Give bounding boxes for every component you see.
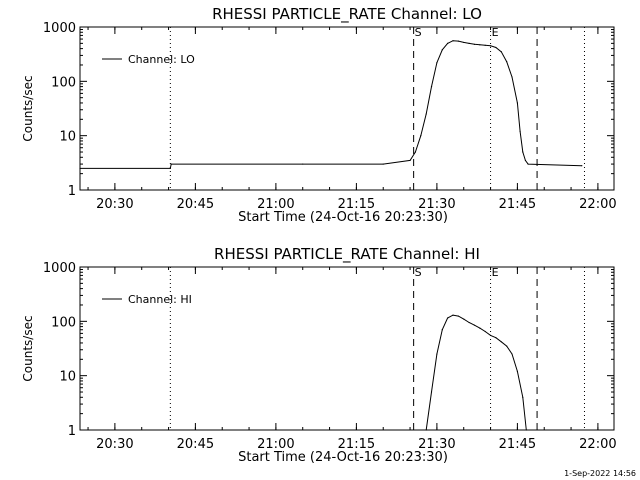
data-point [479, 44, 481, 46]
data-point [447, 42, 449, 44]
y-tick-label: 100 [51, 75, 76, 90]
data-point [484, 44, 486, 46]
data-point [500, 51, 502, 53]
chart-title: RHESSI PARTICLE_RATE Channel: LO [212, 5, 482, 24]
data-point [420, 135, 422, 137]
data-point [463, 318, 465, 320]
data-point [516, 370, 518, 372]
data-point [527, 163, 529, 165]
data-point [436, 353, 438, 355]
data-point [516, 102, 518, 104]
data-point [524, 159, 527, 162]
event-marker-label-e: E [492, 266, 499, 279]
y-tick-label: 1000 [43, 261, 76, 276]
x-axis-label: Start Time (24-Oct-16 20:23:30) [238, 450, 448, 465]
data-point [495, 337, 497, 339]
y-tick-label: 1 [68, 184, 76, 199]
chart-panel-lo: RHESSI PARTICLE_RATE Channel: LO 1 10 100 10… [21, 5, 617, 225]
data-point [522, 396, 524, 398]
data-point [484, 330, 486, 333]
x-tick-label: 21:00 [257, 437, 294, 452]
data-point [79, 167, 81, 169]
x-tick-label: 20:30 [96, 437, 133, 452]
chart-panel-hi: RHESSI PARTICLE_RATE Channel: HI 1 10 100 10… [21, 245, 617, 465]
data-point [468, 42, 470, 44]
data-point [457, 315, 459, 317]
data-point [457, 40, 459, 42]
data-point [468, 321, 470, 324]
data-point [169, 167, 171, 169]
y-tick-label: 1000 [43, 21, 76, 36]
y-tick-label: 10 [59, 370, 76, 385]
event-marker-label-s: S [415, 266, 422, 279]
x-tick-label: 21:15 [338, 197, 375, 212]
data-point [489, 334, 492, 337]
data-point [170, 163, 172, 165]
data-point [452, 314, 454, 316]
data-point [441, 49, 443, 51]
legend-label: Channel: LO [128, 53, 195, 66]
chart-title: RHESSI PARTICLE_RATE Channel: HI [214, 245, 480, 264]
data-point [511, 76, 513, 78]
data-point [522, 151, 524, 153]
data-point [489, 45, 492, 47]
x-tick-label: 22:00 [579, 197, 616, 212]
y-axis-label: Counts/sec [21, 75, 35, 141]
event-marker-label-s: S [415, 26, 422, 39]
data-point [436, 62, 438, 64]
data-point [495, 46, 497, 49]
data-point [425, 113, 427, 115]
x-tick-label: 20:45 [177, 437, 214, 452]
plot-frame [79, 266, 615, 431]
data-point [430, 391, 433, 393]
x-tick-label: 21:00 [257, 197, 294, 212]
data-point [409, 159, 411, 162]
data-point [473, 43, 476, 45]
x-tick-label: 21:30 [418, 437, 455, 452]
data-point [452, 40, 454, 42]
y-axis-label: Counts/sec [21, 315, 35, 381]
data-point [447, 317, 449, 319]
footer-timestamp: 1-Sep-2022 14:56 [564, 469, 636, 478]
x-tick-label: 22:00 [579, 437, 616, 452]
y-tick-label: 1 [68, 424, 76, 439]
x-tick-label: 21:15 [338, 437, 375, 452]
x-tick-label: 20:45 [177, 197, 214, 212]
x-tick-label: 21:30 [418, 197, 455, 212]
data-point [302, 163, 304, 165]
x-axis-label: Start Time (24-Oct-16 20:23:30) [238, 210, 448, 225]
data-point [525, 429, 527, 431]
y-tick-label: 10 [59, 130, 76, 145]
data-point [506, 345, 508, 347]
series-line-channel-hi [425, 314, 527, 431]
data-point [430, 85, 433, 88]
data-point [382, 163, 384, 165]
x-tick-label: 20:30 [96, 197, 133, 212]
data-point [500, 341, 502, 343]
data-point [479, 327, 481, 329]
x-tick-label: 21:45 [499, 437, 536, 452]
data-point [441, 329, 443, 331]
data-point [519, 130, 521, 132]
x-tick-label: 21:45 [499, 197, 536, 212]
data-point [463, 41, 465, 44]
data-point [425, 429, 427, 431]
y-tick-label: 100 [51, 315, 76, 330]
data-point [414, 151, 417, 153]
data-point [473, 324, 476, 326]
plot-frame [79, 26, 615, 191]
data-point [581, 165, 583, 167]
event-marker-label-e: E [492, 26, 499, 39]
data-point [511, 353, 513, 355]
legend-label: Channel: HI [128, 293, 192, 306]
data-point [506, 61, 508, 63]
